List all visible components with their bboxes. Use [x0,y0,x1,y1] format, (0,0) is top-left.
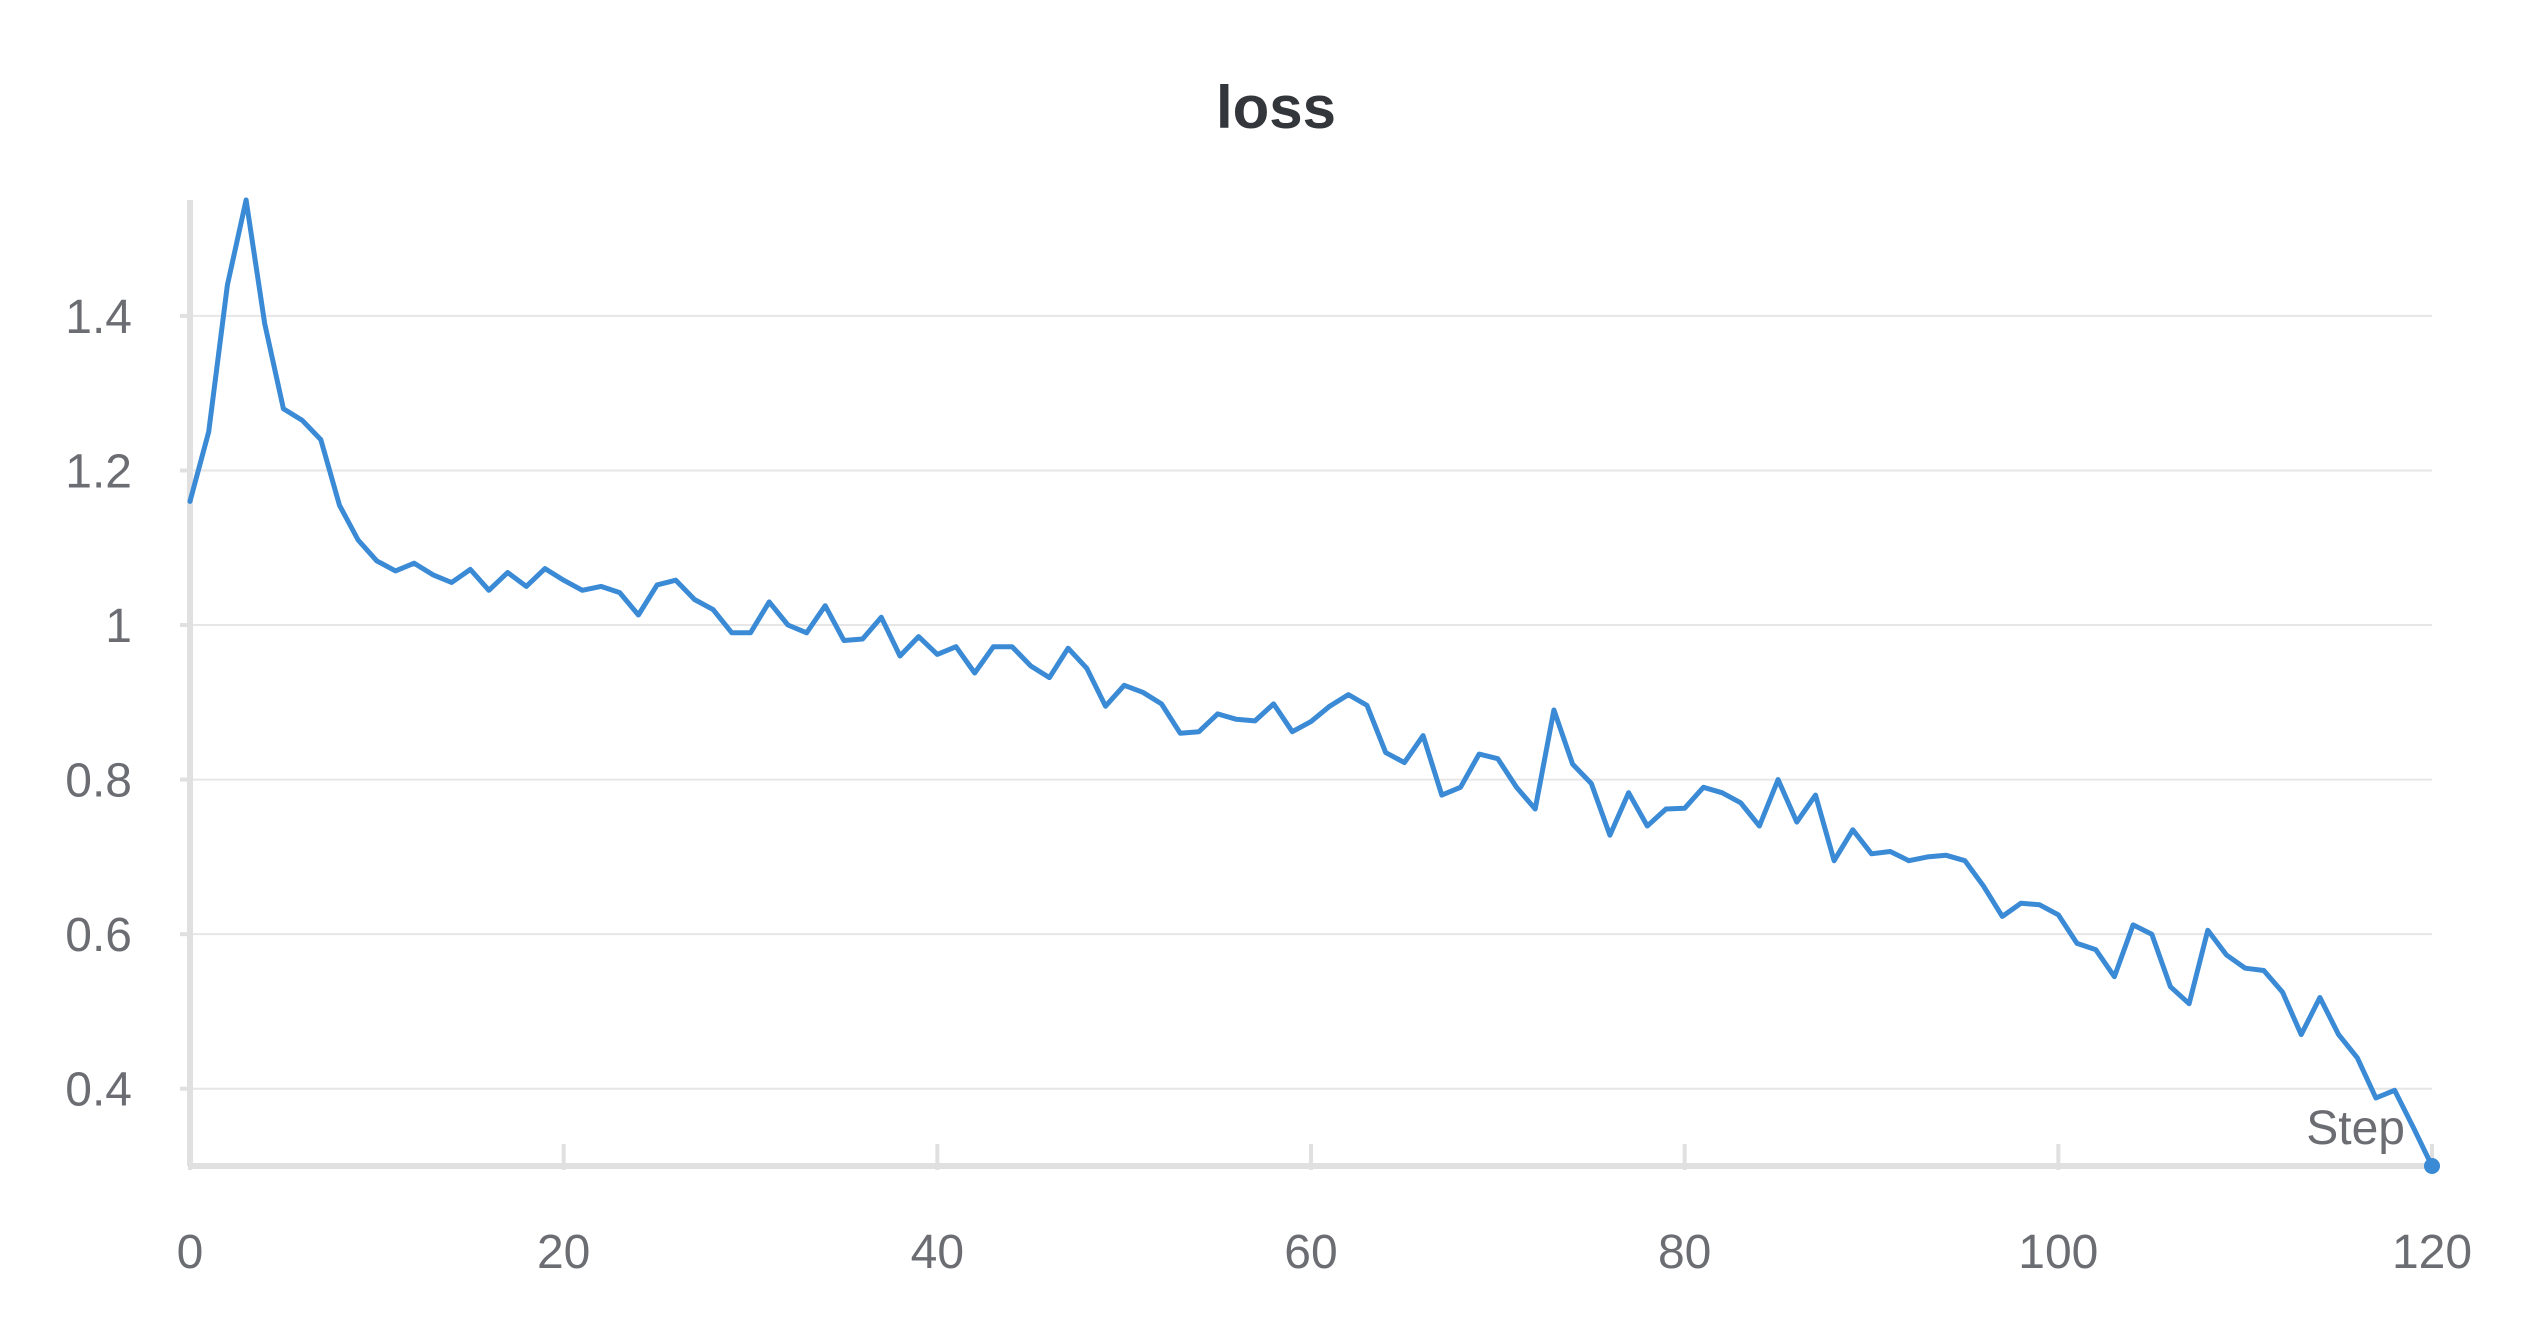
last-point-marker [2424,1158,2440,1174]
x-tick-label: 20 [537,1226,590,1279]
tick-labels: 0.4 0.6 0.8 1 1.2 1.4 0 20 40 60 80 100 120 [65,291,2472,1279]
series-layer [187,197,2440,1174]
y-tick-label: 1 [105,600,132,653]
y-tick-label: 1.2 [65,445,132,498]
chart-title: loss [1216,74,1336,141]
x-axis-label: Step [2306,1102,2405,1155]
x-tick-label: 40 [911,1226,964,1279]
axes [180,200,2434,1170]
x-tick-label: 100 [2018,1226,2098,1279]
loss-series-line [187,197,2435,1169]
x-tick-label: 0 [177,1226,204,1279]
x-tick-label: 80 [1658,1226,1711,1279]
y-tick-label: 0.4 [65,1064,132,1117]
grid-lines [190,314,2432,1090]
y-tick-label: 0.8 [65,755,132,808]
y-tick-label: 1.4 [65,291,132,344]
y-tick-label: 0.6 [65,909,132,962]
x-tick-label: 120 [2392,1226,2472,1279]
x-tick-label: 60 [1284,1226,1337,1279]
